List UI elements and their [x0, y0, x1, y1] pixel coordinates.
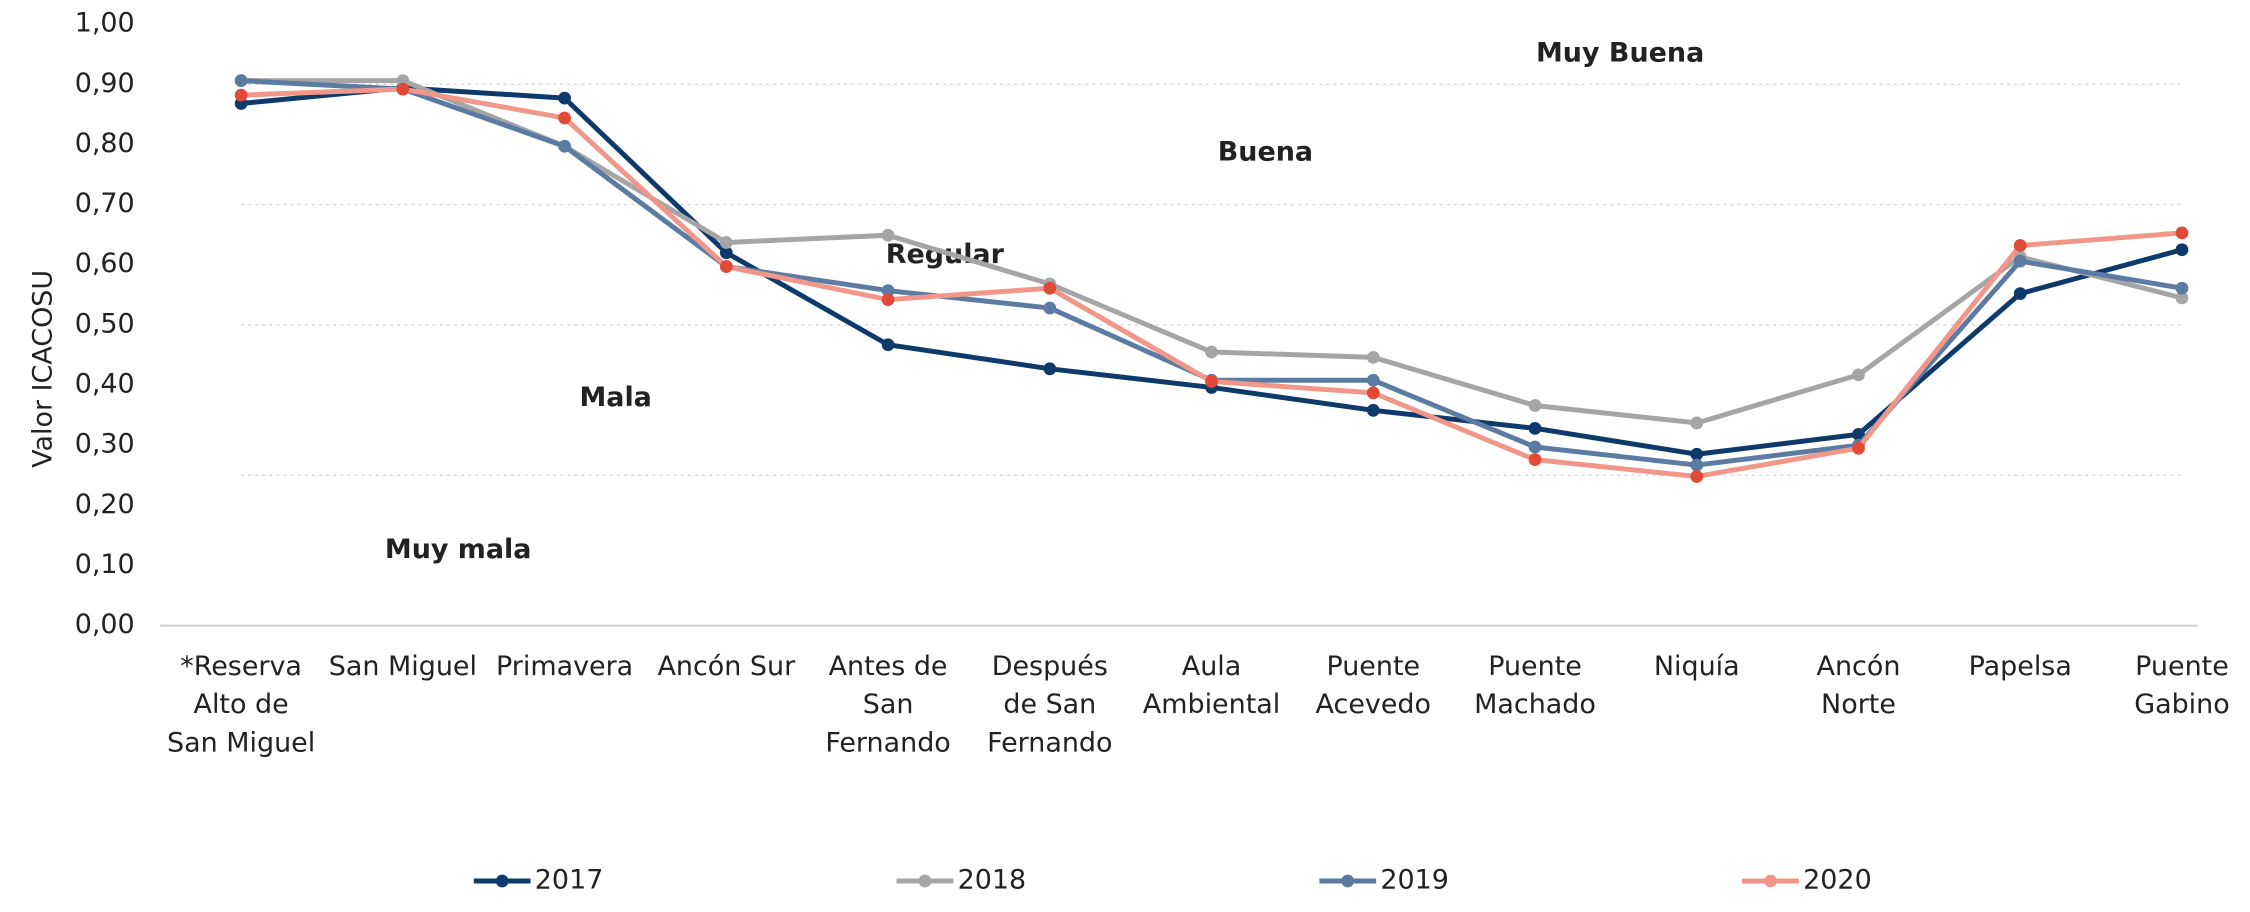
- legend-marker: [1341, 874, 1355, 888]
- y-tick-label: 0,30: [75, 429, 135, 460]
- annotation: Muy mala: [385, 534, 532, 565]
- data-point: [234, 74, 248, 88]
- data-point: [1043, 281, 1057, 295]
- data-point: [881, 228, 895, 242]
- data-point: [719, 236, 733, 249]
- data-point: [881, 293, 895, 307]
- data-point: [881, 338, 895, 352]
- x-tick-label: Puente Machado: [1474, 650, 1596, 719]
- data-point: [1528, 421, 1542, 435]
- series-line: [241, 78, 2183, 426]
- annotation: Muy Buena: [1536, 37, 1704, 68]
- x-tick-label: Ancón Sur: [657, 650, 796, 681]
- y-tick-label: 0,90: [75, 68, 135, 99]
- data-point: [1528, 440, 1542, 454]
- legend-label: 2020: [1803, 865, 1872, 896]
- data-point: [558, 91, 571, 105]
- data-point: [1043, 301, 1057, 315]
- legend-marker: [918, 874, 932, 888]
- x-tick-label: Aula Ambiental: [1143, 650, 1280, 719]
- data-point: [1366, 373, 1380, 387]
- legend-label: 2019: [1380, 865, 1449, 896]
- x-tick-label: Puente Acevedo: [1316, 650, 1431, 719]
- data-point: [1852, 368, 1865, 382]
- data-point: [1690, 470, 1704, 483]
- data-point: [2013, 254, 2027, 268]
- annotation: Buena: [1218, 137, 1313, 168]
- x-tick-label: *Reserva Alto de San Miguel: [167, 650, 315, 758]
- data-point: [558, 139, 571, 153]
- x-tick-label: Ancón Norte: [1817, 650, 1901, 719]
- y-tick-label: 0,40: [75, 369, 135, 400]
- data-point: [1690, 416, 1704, 430]
- data-point: [1205, 375, 1218, 388]
- data-point: [1528, 399, 1542, 412]
- legend-marker: [495, 874, 509, 888]
- legend-label: 2018: [958, 865, 1027, 896]
- data-point: [2175, 243, 2189, 257]
- x-tick-label: Después de San Fernando: [987, 650, 1112, 758]
- data-point: [1043, 362, 1057, 376]
- y-tick-label: 0,60: [75, 248, 135, 279]
- x-tick-label: Primavera: [496, 650, 633, 681]
- y-tick-label: 0,20: [75, 489, 135, 520]
- legend-label: 2017: [535, 865, 604, 896]
- legend-marker: [1764, 874, 1777, 888]
- y-tick-label: 0,50: [75, 308, 135, 339]
- y-tick-label: 0,70: [75, 188, 135, 219]
- data-point: [1690, 458, 1704, 472]
- data-point: [1366, 350, 1380, 364]
- data-point: [1852, 441, 1865, 455]
- y-tick-label: 0,80: [75, 128, 135, 159]
- y-tick-label: 0,00: [75, 609, 135, 640]
- annotation: Mala: [579, 382, 651, 413]
- data-point: [1205, 345, 1218, 359]
- data-point: [1852, 427, 1865, 441]
- data-point: [1366, 403, 1380, 417]
- data-point: [719, 246, 733, 260]
- x-tick-label: Niquía: [1654, 650, 1740, 681]
- data-point: [234, 88, 248, 102]
- data-point: [558, 111, 571, 125]
- data-point: [719, 260, 733, 273]
- data-point: [1690, 447, 1704, 461]
- series-line: [241, 86, 2183, 479]
- data-point: [1528, 453, 1542, 467]
- y-tick-label: 1,00: [75, 8, 135, 39]
- x-tick-label: Puente Gabino: [2134, 650, 2230, 719]
- data-point: [1366, 386, 1380, 400]
- data-point: [2013, 239, 2027, 252]
- data-point: [2013, 287, 2027, 300]
- x-tick-label: Antes de San Fernando: [825, 650, 950, 758]
- y-tick-label: 0,10: [75, 549, 135, 580]
- data-point: [2175, 281, 2189, 295]
- data-point: [396, 82, 410, 96]
- data-point: [2175, 291, 2189, 305]
- y-axis-label: Valor ICACOSU: [27, 270, 58, 468]
- x-tick-label: San Miguel: [329, 650, 477, 681]
- x-tick-label: Papelsa: [1969, 650, 2072, 681]
- series-line: [240, 85, 2183, 457]
- data-point: [881, 284, 895, 297]
- data-point: [2175, 226, 2189, 240]
